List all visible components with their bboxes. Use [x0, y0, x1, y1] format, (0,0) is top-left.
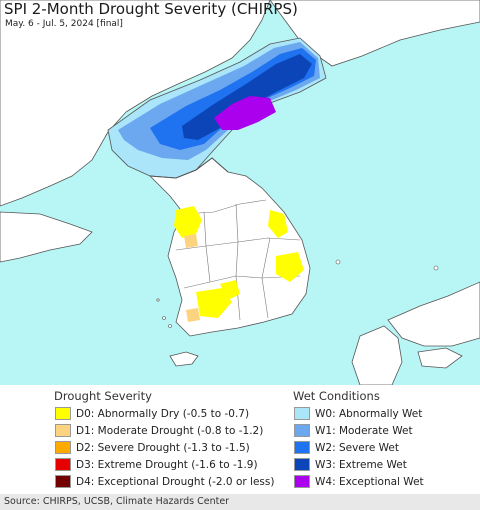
legend-item-w0: W0: Abnormally Wet — [294, 406, 422, 421]
swatch-w3 — [294, 458, 310, 471]
dmz-border — [149, 157, 229, 179]
swatch-d2 — [55, 441, 71, 454]
swatch-d0 — [55, 407, 71, 420]
legend-item-d1: D1: Moderate Drought (-0.8 to -1.2) — [55, 423, 263, 438]
legend-label-w1: W1: Moderate Wet — [315, 424, 413, 437]
legend-label-d1: D1: Moderate Drought (-0.8 to -1.2) — [76, 424, 264, 437]
legend-item-w3: W3: Extreme Wet — [294, 457, 407, 472]
legend-label-d4: D4: Exceptional Drought (-2.0 or less) — [76, 475, 275, 488]
north-korea-w4 — [214, 96, 276, 130]
japan-kyushu — [351, 325, 403, 385]
drought-d1-patches — [184, 234, 200, 322]
swatch-w2 — [294, 441, 310, 454]
legend-item-d0: D0: Abnormally Dry (-0.5 to -0.7) — [55, 406, 249, 421]
legend-label-w2: W2: Severe Wet — [315, 441, 399, 454]
wet-legend-title: Wet Conditions — [293, 389, 380, 403]
source-footer: Source: CHIRPS, UCSB, Climate Hazards Ce… — [0, 494, 480, 510]
legend-label-d3: D3: Extreme Drought (-1.6 to -1.9) — [76, 458, 258, 471]
drought-legend-title: Drought Severity — [54, 389, 152, 403]
shandong-peninsula — [0, 211, 93, 263]
province-borders — [175, 199, 301, 321]
legend-label-d2: D2: Severe Drought (-1.3 to -1.5) — [76, 441, 250, 454]
legend-label-d0: D0: Abnormally Dry (-0.5 to -0.7) — [76, 407, 250, 420]
map-title: SPI 2-Month Drought Severity (CHIRPS) — [4, 0, 298, 18]
legend-item-w1: W1: Moderate Wet — [294, 423, 413, 438]
jeju-island — [169, 351, 199, 367]
legend-label-w0: W0: Abnormally Wet — [315, 407, 423, 420]
swatch-w1 — [294, 424, 310, 437]
drought-d0-patches — [174, 206, 304, 318]
legend-label-w3: W3: Extreme Wet — [315, 458, 407, 471]
legend-label-w4: W4: Exceptional Wet — [315, 475, 424, 488]
legend-item-w4: W4: Exceptional Wet — [294, 474, 424, 489]
source-text: Source: CHIRPS, UCSB, Climate Hazards Ce… — [4, 496, 230, 507]
legend-item-d3: D3: Extreme Drought (-1.6 to -1.9) — [55, 457, 258, 472]
swatch-w4 — [294, 475, 310, 488]
legend-item-d4: D4: Exceptional Drought (-2.0 or less) — [55, 474, 274, 489]
small-islands — [156, 259, 439, 328]
swatch-d4 — [55, 475, 71, 488]
japan-shikoku — [417, 347, 463, 369]
legend: Drought Severity Wet Conditions D0: Abno… — [0, 385, 480, 495]
japan-honshu — [387, 281, 480, 347]
china-landmass — [0, 0, 271, 207]
legend-item-d2: D2: Severe Drought (-1.3 to -1.5) — [55, 440, 250, 455]
swatch-d3 — [55, 458, 71, 471]
drought-map — [0, 0, 480, 385]
swatch-w0 — [294, 407, 310, 420]
map-subtitle: May. 6 - Jul. 5, 2024 [final] — [5, 19, 123, 29]
legend-item-w2: W2: Severe Wet — [294, 440, 399, 455]
swatch-d1 — [55, 424, 71, 437]
